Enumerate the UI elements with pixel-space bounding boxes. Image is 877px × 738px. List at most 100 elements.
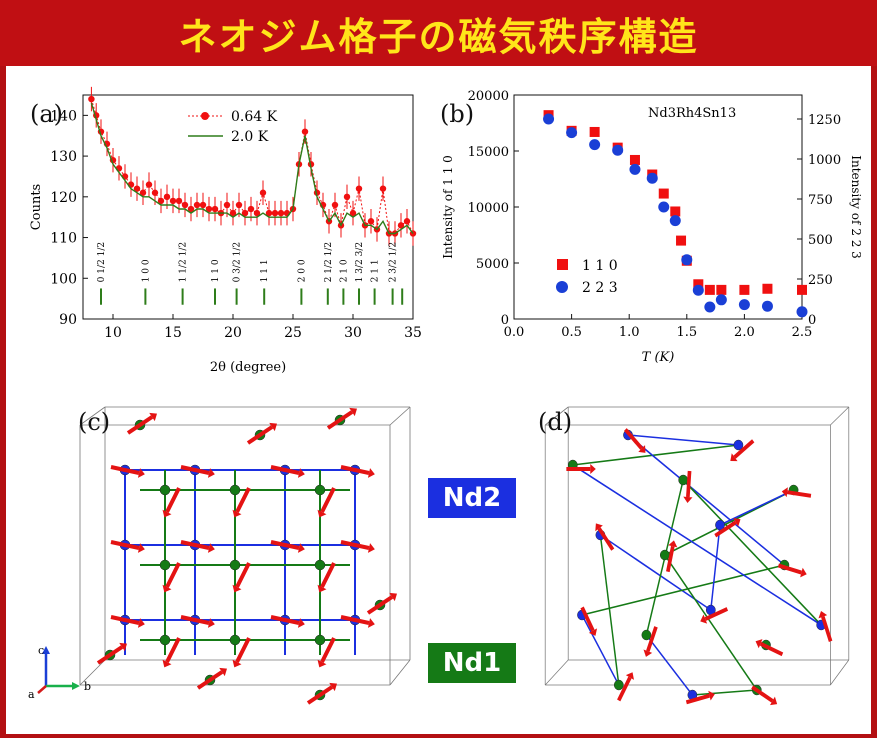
spin-arrow: [580, 606, 595, 632]
chart-b-point-110: [762, 283, 773, 294]
spin-arrow: [270, 540, 300, 550]
nd2-bond: [719, 489, 794, 526]
nd1-bond: [692, 689, 757, 696]
chart-a-peak-label: 1 3/2 3/2: [355, 242, 365, 282]
chart-a-point-0p64K: [355, 185, 363, 192]
spin-arrow: [751, 685, 774, 703]
chart-b-point-223: [658, 201, 670, 213]
spin-arrow-head: [232, 509, 242, 518]
nd-atom: [733, 439, 744, 451]
chart-a-xlabel: 2θ (degree): [210, 360, 286, 375]
spin-arrow: [196, 670, 224, 690]
chart-a-point-0p64K: [223, 201, 231, 209]
chart-b-legend-marker-1: [556, 281, 568, 293]
nd2-bond: [581, 614, 620, 686]
chart-a-point-0p64K: [343, 193, 351, 201]
nd-atom: [659, 549, 670, 561]
chart-b-point-110: [589, 126, 600, 137]
slide-title: ネオジム格子の磁気秩序構造: [178, 14, 699, 59]
chart-b-xlabel: T (K): [642, 350, 675, 365]
triad-c-label: c: [38, 644, 44, 657]
spin-arrow-head: [588, 628, 598, 636]
nd2-bond: [645, 634, 693, 696]
chart-a-point-0p64K: [205, 205, 213, 213]
spin-arrow-head: [643, 649, 653, 657]
spin-arrow: [320, 637, 336, 663]
spin-arrow: [340, 615, 370, 625]
spin-arrow: [180, 465, 210, 475]
spin-arrow-head: [317, 509, 327, 518]
chart-a-peak-label: 1 0 0: [141, 259, 151, 282]
chart-a-frame: [82, 94, 414, 320]
chart-b-xtick-label: 0.5: [561, 325, 582, 340]
nd-atom: [613, 679, 624, 691]
nd-atom: [229, 559, 241, 571]
nd2-badge: Nd2: [428, 478, 516, 518]
chart-a-point-0p64K: [301, 128, 309, 135]
spin-arrow-head: [162, 584, 172, 593]
chart-b-legend-label-0: 1 1 0: [582, 258, 618, 274]
nd2-bond: [572, 464, 822, 626]
chart-a-point-0p64K: [199, 201, 207, 209]
spin-arrow-head: [137, 468, 145, 478]
cube-edge: [830, 659, 850, 686]
nd1-bond: [581, 564, 785, 616]
chart-b-point-223: [629, 163, 641, 175]
spin-arrow: [96, 645, 124, 665]
spin-arrow-head: [269, 422, 277, 432]
chart-b-xtick-label: 0.0: [504, 325, 525, 340]
chart-a-point-0p64K: [235, 201, 243, 209]
structure-d-lattice: [566, 428, 833, 706]
nd2-bond: [627, 434, 785, 566]
nd-atom: [314, 559, 326, 571]
chart-a-xtick-label: 20: [224, 325, 242, 341]
spin-arrow-head: [317, 584, 327, 593]
chart-b-point-110: [676, 235, 687, 246]
title-bar: ネオジム格子の磁気秩序構造: [0, 0, 877, 66]
spin-arrow: [320, 487, 336, 513]
chart-b-point-110: [693, 279, 704, 290]
chart-b-point-223: [543, 113, 555, 125]
spin-arrow-head: [781, 487, 788, 498]
spin-arrow: [646, 626, 658, 652]
spin-arrow: [326, 410, 354, 430]
spin-arrow-head: [317, 659, 327, 668]
spin-arrow: [821, 616, 833, 642]
chart-b-point-223: [692, 284, 704, 296]
spin-arrow: [126, 415, 154, 435]
spin-arrow-head: [207, 543, 215, 553]
chart-a-point-0p64K: [181, 201, 189, 209]
chart-b-ylabel: Intensity of 1 1 0: [441, 155, 455, 259]
spin-arrow-head: [638, 445, 646, 453]
nd-atom: [229, 484, 241, 496]
spin-arrow-head: [137, 618, 145, 628]
spin-arrow: [617, 676, 632, 702]
spin-arrow: [180, 540, 210, 550]
spin-arrow-head: [149, 412, 157, 422]
chart-a-point-0p64K: [259, 189, 267, 196]
chart-b-xtick-label: 2.0: [734, 325, 755, 340]
chart-a-point-0p64K: [211, 205, 219, 213]
nd-atom: [314, 634, 326, 646]
chart-a-ytick-label: 130: [50, 149, 77, 165]
chart-b-xtick-label: 2.5: [792, 325, 813, 340]
structure-d-cube: [544, 406, 850, 686]
spin-arrow: [270, 465, 300, 475]
spin-arrow-head: [683, 496, 693, 503]
chart-a-legend-label-1: 2.0 K: [231, 129, 269, 145]
spin-arrow: [270, 615, 300, 625]
chart-b-y2tick-label: 1250: [808, 113, 841, 128]
structure-c-lattice: [96, 407, 397, 705]
chart-a-point-0p64K: [349, 209, 357, 217]
chart-a-point-0p64K: [145, 181, 153, 188]
chart-b-point-223: [681, 254, 693, 266]
structure-c-cube: [79, 406, 411, 686]
spin-arrow: [733, 439, 755, 459]
spin-arrow-head: [755, 639, 763, 649]
spin-arrow-head: [625, 672, 634, 680]
chart-a-ytick-label: 120: [50, 190, 77, 206]
chart-b-ytick-label: 0: [501, 313, 509, 328]
spin-arrow-head: [770, 696, 778, 706]
chart-b-point-110: [739, 284, 750, 295]
nd-atom: [229, 634, 241, 646]
